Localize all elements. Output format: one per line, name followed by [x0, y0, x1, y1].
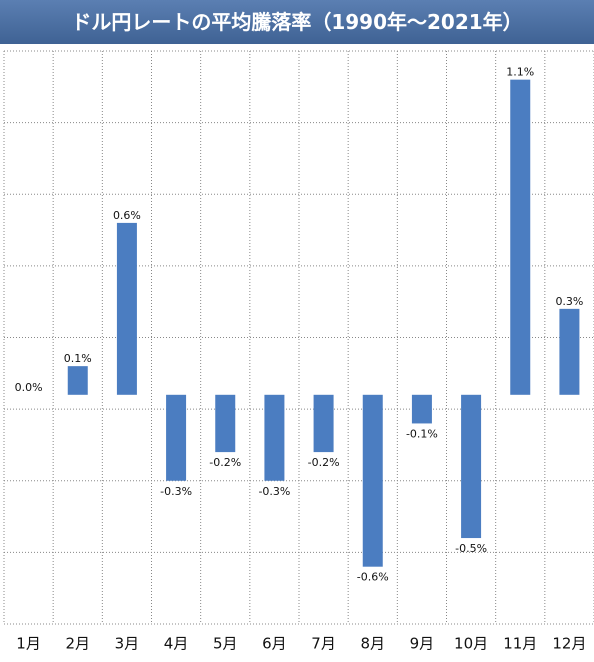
bar-10: [461, 394, 482, 539]
chart-bars: [67, 79, 580, 567]
x-tick-label-1: 1月: [16, 635, 41, 653]
data-label-4: -0.3%: [160, 485, 192, 498]
x-tick-label-4: 4月: [164, 635, 189, 653]
data-label-9: -0.1%: [406, 427, 438, 440]
x-tick-label-8: 8月: [360, 635, 385, 653]
x-tick-label-7: 7月: [311, 635, 336, 653]
bar-7: [313, 394, 334, 453]
x-tick-label-10: 10月: [454, 635, 488, 653]
data-label-12: 0.3%: [555, 295, 583, 308]
chart-x-tick-labels: 1月 2月 3月 4月 5月 6月 7月 8月 9月 10月 11月 12月: [16, 635, 586, 653]
x-tick-label-3: 3月: [115, 635, 140, 653]
chart-data-labels: 0.0% 0.1% 0.6% -0.3% -0.2% -0.3% -0.2% -0.6% -0.…: [15, 66, 584, 584]
x-tick-label-11: 11月: [503, 635, 537, 653]
data-label-10: -0.5%: [455, 542, 487, 555]
data-label-3: 0.6%: [113, 209, 141, 222]
bar-9: [411, 394, 432, 424]
data-label-11: 1.1%: [506, 66, 534, 79]
bar-11: [510, 79, 531, 395]
bar-4: [166, 394, 187, 481]
x-tick-label-9: 9月: [410, 635, 435, 653]
x-tick-label-6: 6月: [262, 635, 287, 653]
bar-12: [559, 308, 580, 395]
bar-3: [116, 222, 137, 395]
bar-8: [362, 394, 383, 567]
data-label-7: -0.2%: [308, 456, 340, 469]
bar-2: [67, 366, 88, 395]
data-label-6: -0.3%: [258, 485, 290, 498]
data-label-5: -0.2%: [209, 456, 241, 469]
data-label-1: 0.0%: [15, 381, 43, 394]
bar-5: [215, 394, 236, 453]
x-tick-label-12: 12月: [552, 635, 586, 653]
chart-title: ドル円レートの平均騰落率（1990年〜2021年）: [71, 10, 523, 34]
x-tick-label-5: 5月: [213, 635, 238, 653]
chart-grid: [3, 50, 594, 625]
bar-chart: 0.0% 0.1% 0.6% -0.3% -0.2% -0.3% -0.2% -0.6% -0.…: [3, 50, 594, 653]
data-label-2: 0.1%: [64, 352, 92, 365]
x-tick-label-2: 2月: [65, 635, 90, 653]
title-bar: ドル円レートの平均騰落率（1990年〜2021年）: [0, 0, 594, 44]
data-label-8: -0.6%: [357, 571, 389, 584]
bar-6: [264, 394, 285, 481]
